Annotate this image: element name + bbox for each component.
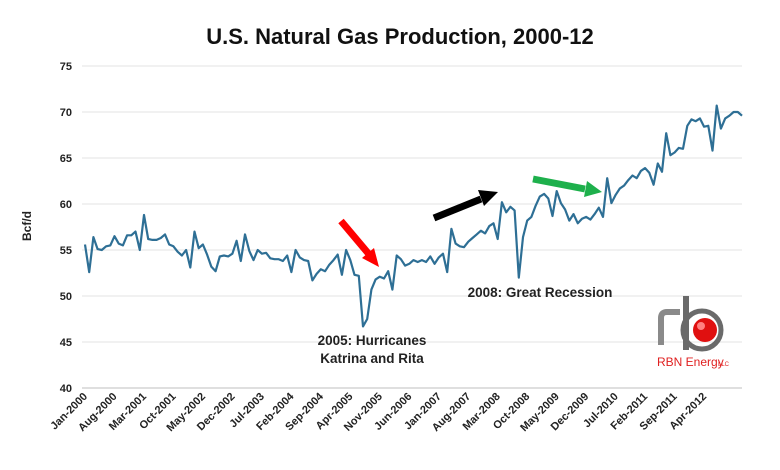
logo-brand-suffix: LLC xyxy=(718,362,730,368)
annotation-arrow-hurricanes xyxy=(338,218,379,267)
series-line xyxy=(83,104,743,328)
rbn-energy-logo: RBN Energy LLC xyxy=(657,296,730,369)
annotation-arrow-recovery xyxy=(532,175,602,197)
logo-brand-text: RBN Energy xyxy=(657,355,724,369)
annotation-hurricanes-line1: 2005: Hurricanes xyxy=(318,333,427,348)
y-tick-label: 55 xyxy=(60,245,72,257)
y-tick-label: 65 xyxy=(60,153,72,165)
x-axis-ticks: Jan-2000Aug-2000Mar-2001Oct-2001May-2002… xyxy=(48,390,709,434)
annotation-recession: 2008: Great Recession xyxy=(468,285,613,300)
annotation-arrow-recession xyxy=(432,190,498,222)
y-tick-label: 75 xyxy=(60,61,72,73)
y-axis-ticks: 40 45 50 55 60 65 70 75 xyxy=(60,61,72,395)
logo-red-dot-icon xyxy=(693,318,717,342)
y-tick-label: 70 xyxy=(60,107,72,119)
y-axis-label: Bcf/d xyxy=(20,211,34,241)
y-tick-label: 50 xyxy=(60,291,72,303)
y-tick-label: 45 xyxy=(60,337,72,349)
y-tick-label: 60 xyxy=(60,199,72,211)
y-tick-label: 40 xyxy=(60,383,72,395)
annotation-hurricanes-line2: Katrina and Rita xyxy=(320,351,424,366)
chart-title: U.S. Natural Gas Production, 2000-12 xyxy=(206,24,594,49)
